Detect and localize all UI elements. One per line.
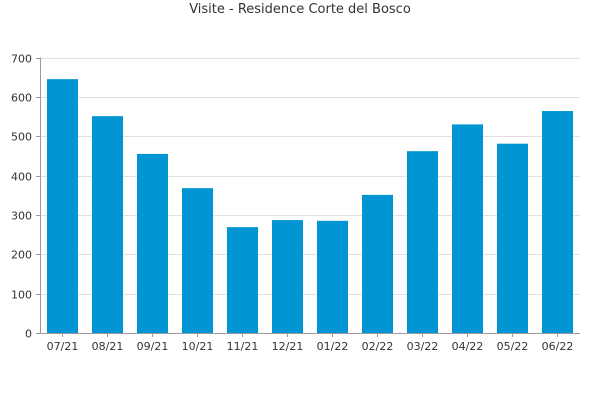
bar [272,220,303,333]
y-tick-label: 200 [11,249,32,262]
bar [497,143,528,333]
x-tick-label: 07/21 [47,340,79,353]
y-tick-label: 700 [11,53,32,66]
y-tick-label: 100 [11,289,32,302]
bar [362,194,393,333]
x-tick-label: 04/22 [452,340,484,353]
bar [47,79,78,334]
x-tick-label: 05/22 [497,340,529,353]
x-tick-label: 09/21 [137,340,169,353]
x-tick-label: 02/22 [362,340,394,353]
x-tick-label: 06/22 [542,340,574,353]
x-tick-label: 08/21 [92,340,124,353]
bar [542,111,573,333]
chart-title: Visite - Residence Corte del Bosco [189,2,411,17]
y-tick-label: 600 [11,92,32,105]
bar [92,116,123,333]
bar [317,220,348,333]
x-tick-label: 03/22 [407,340,439,353]
y-tick-label: 0 [25,328,32,341]
y-tick-label: 300 [11,210,32,223]
y-tick-label: 500 [11,131,32,144]
bar [227,227,258,333]
bar [407,151,438,333]
bar [182,188,213,333]
x-tick-label: 10/21 [182,340,214,353]
x-tick-label: 12/21 [272,340,304,353]
x-tick-label: 11/21 [227,340,259,353]
bar [137,153,168,333]
y-tick-label: 400 [11,171,32,184]
x-tick-label: 01/22 [317,340,349,353]
bar [452,124,483,333]
